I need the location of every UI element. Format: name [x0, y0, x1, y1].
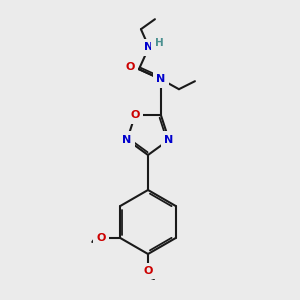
Text: N: N: [156, 74, 166, 84]
Text: N: N: [164, 135, 173, 145]
Text: H: H: [154, 38, 163, 48]
Text: O: O: [125, 62, 135, 72]
Text: O: O: [130, 110, 140, 120]
Text: O: O: [143, 266, 153, 276]
Text: O: O: [97, 233, 106, 243]
Text: N: N: [144, 42, 154, 52]
Text: N: N: [122, 135, 132, 145]
